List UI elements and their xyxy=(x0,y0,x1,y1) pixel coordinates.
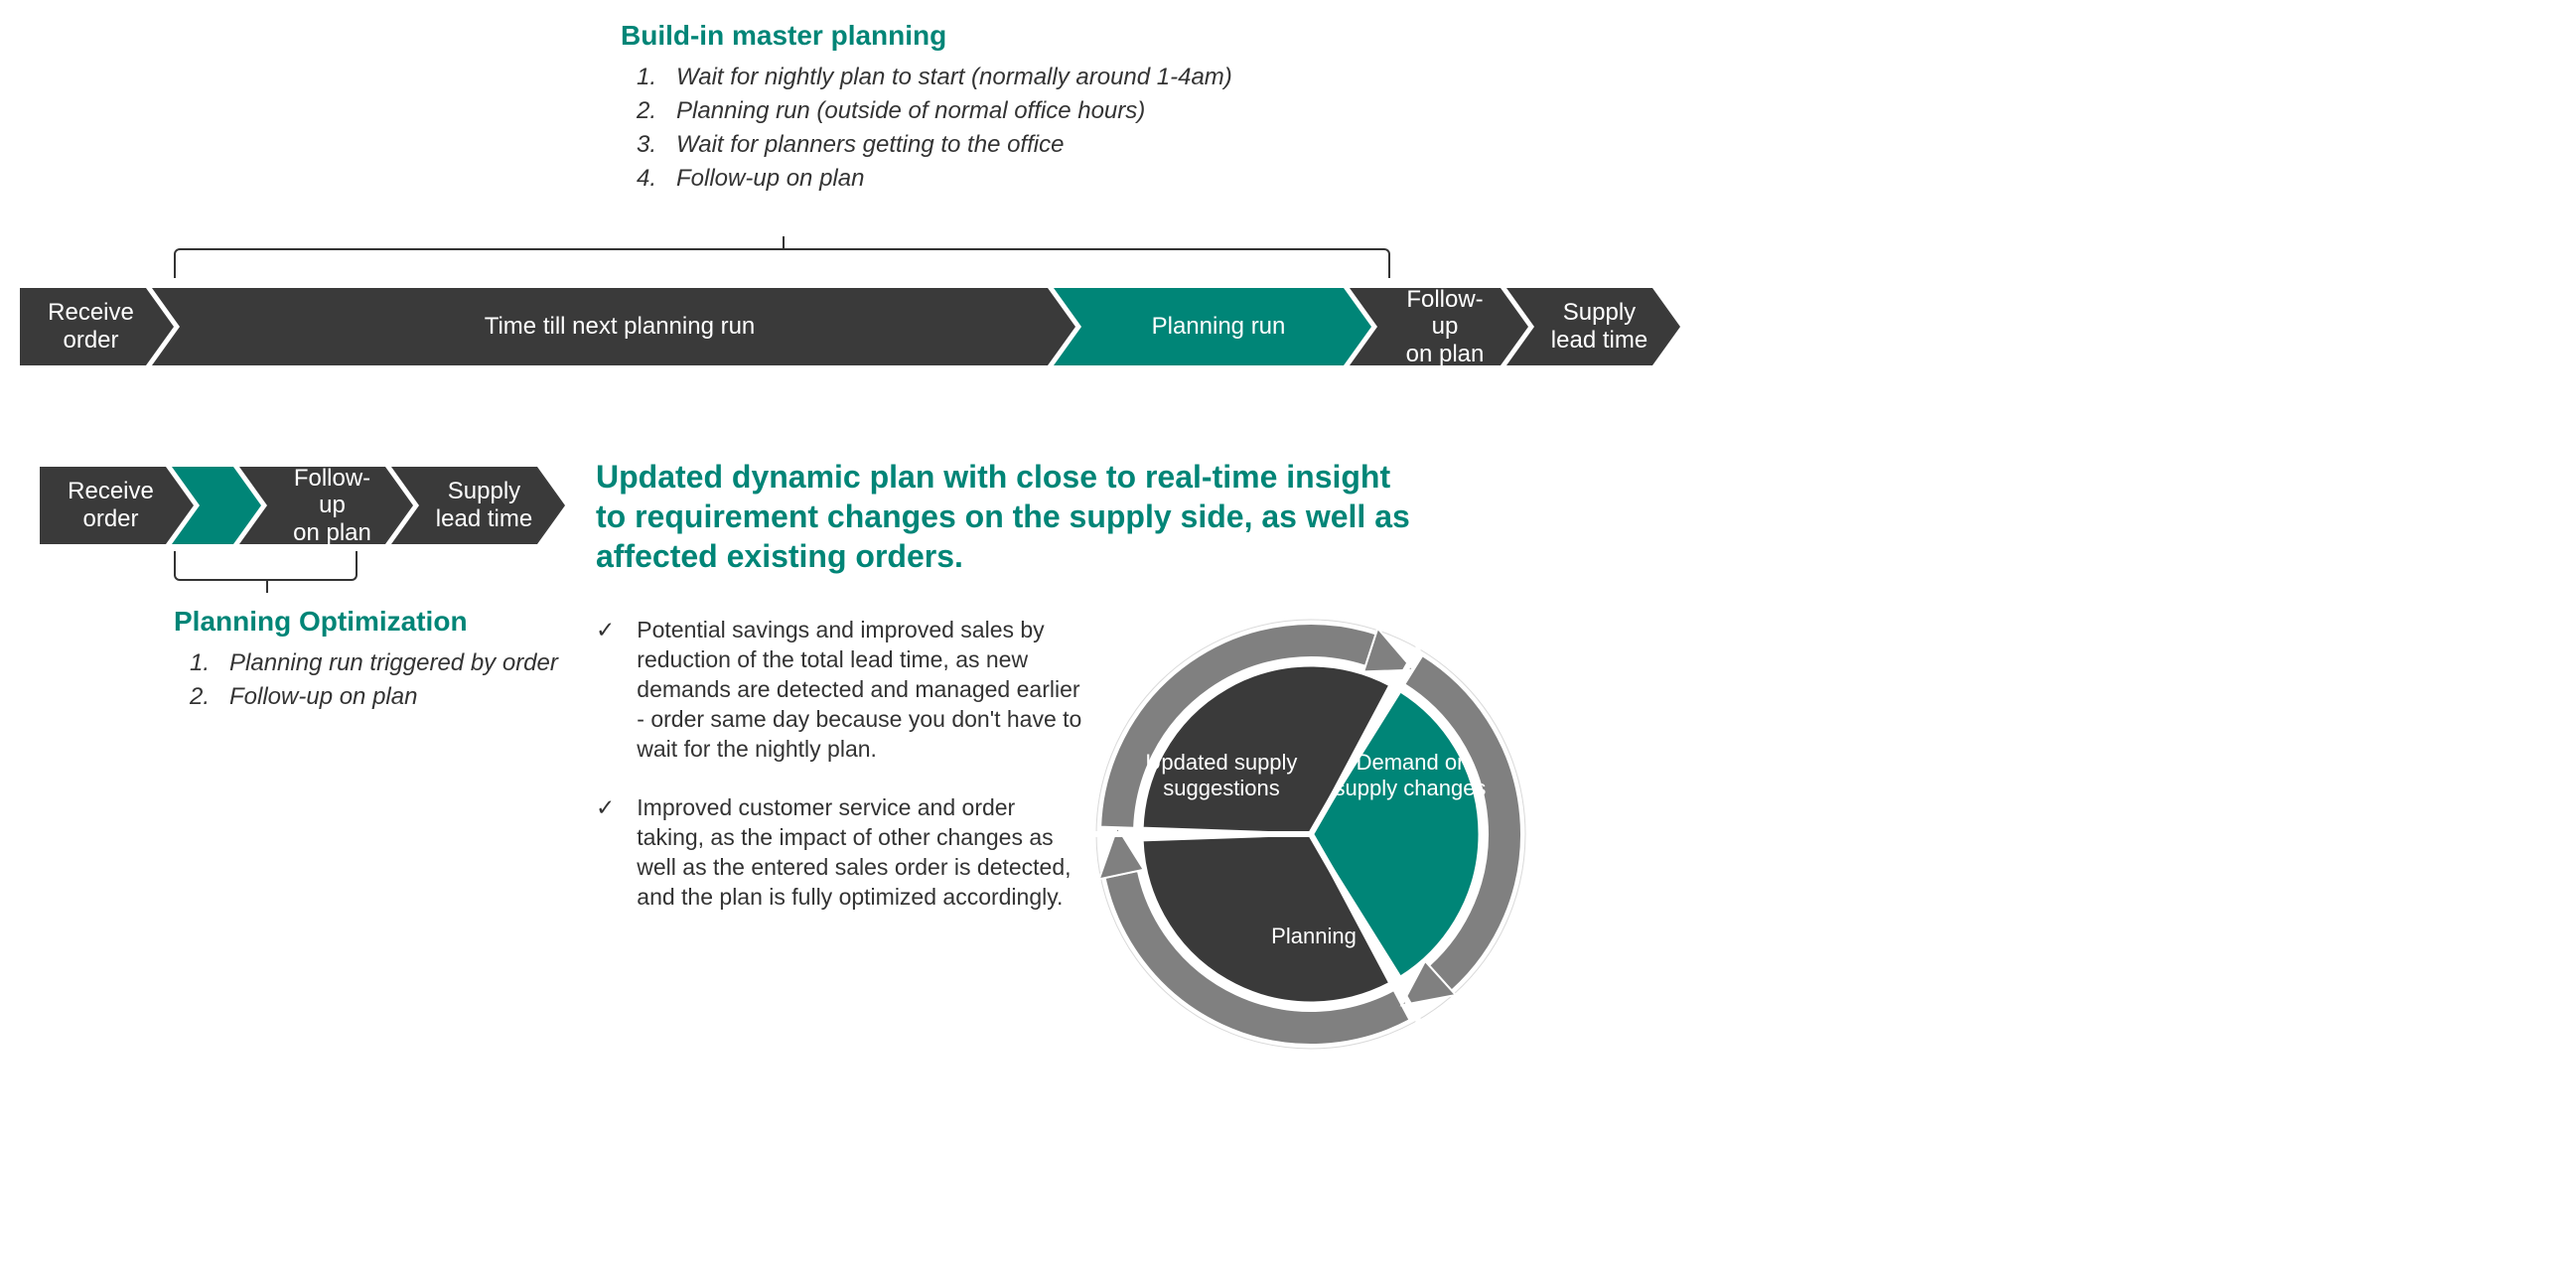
chevron-label: Receive order xyxy=(48,299,134,354)
chevron-step: Receive order xyxy=(20,288,174,365)
planning-cycle-diagram: Updated supply suggestions Demand or sup… xyxy=(1073,596,1549,1072)
list-item: 4.Follow-up on plan xyxy=(637,165,1514,193)
cycle-segment-label: Demand or supply changes xyxy=(1326,750,1495,802)
chevron-label: Follow-up on plan xyxy=(283,465,381,547)
check-icon: ✓ xyxy=(596,793,615,913)
chevron-step: Time till next planning run xyxy=(152,288,1075,365)
cycle-segment-label: Updated supply suggestions xyxy=(1137,750,1306,802)
headline-text: Updated dynamic plan with close to real-… xyxy=(596,457,1420,576)
chevron-step: Follow-up on plan xyxy=(239,467,413,544)
bottom-bracket xyxy=(174,551,358,581)
top-bracket xyxy=(174,248,1390,278)
check-icon: ✓ xyxy=(596,616,615,764)
benefit-item: ✓Improved customer service and order tak… xyxy=(596,793,1082,913)
list-item: 3.Wait for planners getting to the offic… xyxy=(637,131,1514,159)
chevron-step: Receive order xyxy=(40,467,194,544)
benefits-list: ✓Potential savings and improved sales by… xyxy=(596,616,1082,942)
list-item: 1.Wait for nightly plan to start (normal… xyxy=(637,64,1514,91)
chevron-label: Time till next planning run xyxy=(485,313,756,341)
cycle-segment-label: Planning xyxy=(1229,924,1398,949)
chevron-label: Receive order xyxy=(68,478,154,532)
chevron-label: Follow-up on plan xyxy=(1393,286,1497,368)
main-process-flow: Receive order Time till next planning run… xyxy=(20,288,1658,365)
chevron-label: Supply lead time xyxy=(1551,299,1647,354)
builtin-master-planning-block: Build-in master planning 1.Wait for nigh… xyxy=(621,20,1514,199)
optimized-process-flow: Receive order Follow-up on plan Supply lea… xyxy=(40,467,543,544)
builtin-steps-list: 1.Wait for nightly plan to start (normal… xyxy=(621,64,1514,193)
chevron-step: Planning run xyxy=(1054,288,1371,365)
chevron-label: Planning run xyxy=(1152,313,1286,341)
builtin-title: Build-in master planning xyxy=(621,20,1514,52)
benefit-item: ✓Potential savings and improved sales by… xyxy=(596,616,1082,764)
chevron-step: Supply lead time xyxy=(1506,288,1680,365)
chevron-label: Supply lead time xyxy=(436,478,532,532)
chevron-step: Supply lead time xyxy=(391,467,565,544)
chevron-step: Follow-up on plan xyxy=(1350,288,1528,365)
list-item: 2.Planning run (outside of normal office… xyxy=(637,97,1514,125)
